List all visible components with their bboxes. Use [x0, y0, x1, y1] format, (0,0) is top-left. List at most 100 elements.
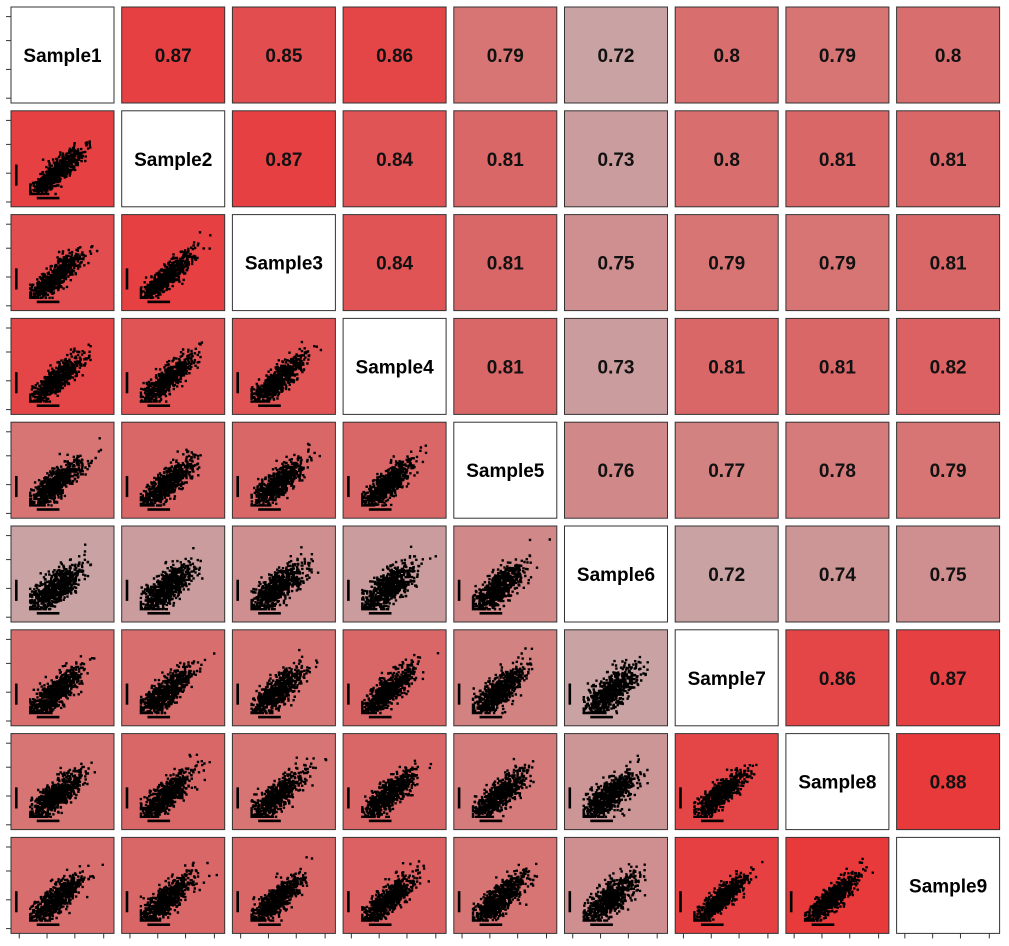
- diagonal-panel: [121, 110, 226, 208]
- panel-r3-c5: 0.81: [453, 214, 558, 312]
- diagonal-panel: [10, 6, 115, 104]
- scatter-points: [15, 343, 92, 407]
- panel-r7-c3: [231, 629, 336, 727]
- scatter-cloud: [139, 547, 204, 611]
- zero-col: [15, 372, 18, 394]
- panel-r3-c6: 0.75: [564, 214, 668, 312]
- correlation-value: 0.74: [819, 565, 856, 586]
- correlation-value: 0.8: [713, 46, 739, 67]
- panel-r3-c7: 0.79: [674, 214, 779, 312]
- scatter-points: [125, 547, 204, 615]
- panel-r3-c1: [10, 214, 115, 312]
- zero-col: [15, 475, 18, 498]
- axis-ticks: [6, 16, 990, 939]
- zero-row: [36, 612, 60, 615]
- zero-col: [236, 683, 239, 705]
- panel-r4-c3: [231, 317, 336, 415]
- correlation-value: 0.73: [598, 357, 635, 378]
- correlation-cell: [896, 525, 1001, 623]
- diagonal-panel: [342, 317, 447, 415]
- panel-r7-c4: [342, 629, 447, 727]
- correlation-cell: [453, 110, 558, 208]
- sample-label: Sample5: [466, 461, 545, 482]
- scatter-points: [347, 652, 440, 719]
- correlation-cell: [896, 110, 1001, 208]
- panel-r2-c7: 0.8: [674, 110, 779, 208]
- scatter-cloud: [471, 862, 539, 922]
- correlation-value: 0.84: [376, 150, 413, 171]
- diagonal-panel: [564, 525, 668, 623]
- scatter-cloud: [29, 343, 92, 403]
- scatter-cloud: [250, 756, 328, 818]
- zero-row: [36, 819, 60, 823]
- scatter-points: [236, 442, 321, 511]
- scatter-cloud: [250, 340, 323, 403]
- diagonal-panel: [785, 733, 890, 831]
- correlation-value: 0.81: [819, 357, 856, 378]
- correlation-cell: [785, 6, 890, 104]
- panel-r2-c3: 0.87: [231, 110, 336, 208]
- correlation-cell: [342, 110, 447, 208]
- panel-r9-c4: [342, 836, 447, 934]
- panel-r7-c2: [121, 629, 226, 727]
- correlation-cell: [342, 214, 447, 312]
- zero-row: [479, 715, 503, 719]
- panel-r7-c5: [453, 629, 558, 727]
- correlation-value: 0.8: [713, 150, 739, 171]
- panel-r6-c3: [231, 525, 336, 623]
- zero-row: [147, 300, 171, 304]
- scatter-points: [236, 340, 323, 407]
- correlation-value: 0.72: [708, 565, 745, 586]
- panel-r3-c9: 0.81: [896, 214, 1001, 312]
- sample-label: Sample1: [23, 46, 102, 67]
- panel-r5-c9: 0.79: [896, 421, 1001, 519]
- zero-col: [15, 891, 18, 913]
- zero-col: [236, 891, 239, 913]
- correlation-cell: [674, 421, 779, 519]
- correlation-value: 0.73: [598, 150, 635, 171]
- correlation-value: 0.8: [935, 46, 961, 67]
- panel-r8-c9: 0.88: [896, 733, 1001, 831]
- zero-row: [36, 508, 60, 511]
- zero-col: [15, 787, 18, 809]
- correlation-value: 0.79: [708, 254, 745, 275]
- scatter-cloud: [139, 448, 202, 507]
- zero-col: [125, 372, 129, 394]
- scatter-cloud: [29, 543, 93, 611]
- scatter-cloud: [139, 861, 218, 922]
- scatter-cloud: [361, 545, 437, 611]
- panel-r5-c2: [121, 421, 226, 519]
- zero-col: [125, 475, 129, 498]
- correlation-cell: [785, 525, 890, 623]
- zero-col: [15, 579, 18, 601]
- scatter-points: [347, 860, 430, 926]
- scatter-cloud: [29, 245, 99, 299]
- scatter-points: [457, 862, 539, 926]
- correlation-value: 0.79: [819, 46, 856, 67]
- correlation-value: 0.81: [487, 254, 524, 275]
- scatter-cloud: [139, 753, 211, 818]
- correlation-cell: [564, 214, 668, 312]
- correlation-cell: [785, 421, 890, 519]
- scatter-points: [568, 754, 649, 823]
- zero-col: [15, 683, 18, 705]
- correlation-value: 0.79: [487, 46, 524, 67]
- sample-label: Sample2: [134, 150, 212, 171]
- panel-r1-c6: 0.72: [564, 6, 668, 104]
- zero-col: [125, 891, 129, 913]
- scatter-points: [15, 655, 96, 719]
- zero-row: [258, 508, 281, 511]
- panel-r8-c6: [564, 733, 668, 831]
- zero-row: [258, 923, 281, 926]
- panel-r8-c7: [674, 733, 779, 831]
- correlation-cell: [896, 214, 1001, 312]
- panel-r6-c2: [121, 525, 226, 623]
- panel-r4-c8: 0.81: [785, 317, 890, 415]
- scatter-points: [15, 245, 99, 304]
- scatter-points: [679, 763, 758, 823]
- scatter-points: [568, 863, 647, 926]
- zero-row: [147, 819, 171, 823]
- scatter-points: [125, 231, 212, 304]
- panel-r1-c2: 0.87: [121, 6, 226, 104]
